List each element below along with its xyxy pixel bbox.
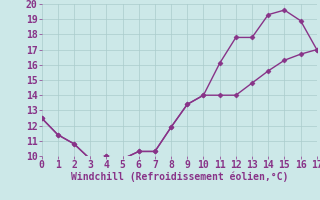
X-axis label: Windchill (Refroidissement éolien,°C): Windchill (Refroidissement éolien,°C)	[70, 172, 288, 182]
